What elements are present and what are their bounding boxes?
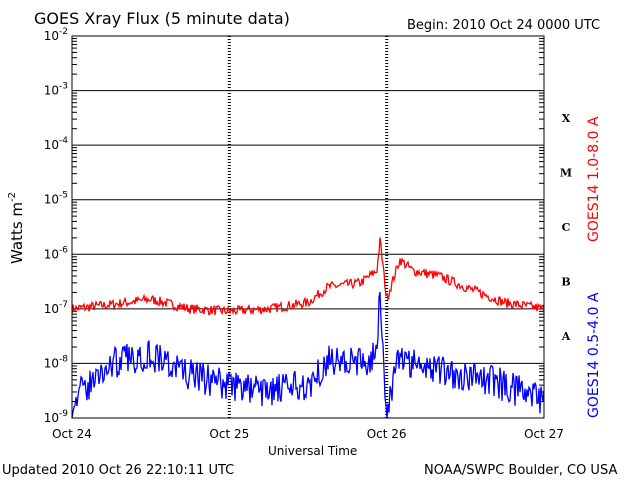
- x-tick-label: Oct 27: [524, 427, 564, 441]
- y-tick-label: 10-8: [44, 354, 69, 370]
- y-tick-base: 10: [44, 356, 59, 370]
- y-tick-label: 10-4: [44, 136, 69, 152]
- y-tick-base: 10: [44, 193, 59, 207]
- y-tick-exp: -2: [59, 27, 68, 37]
- legend-blue: GOES14 0.5-4.0 A: [586, 292, 602, 418]
- flare-class-labels: A B C M X: [560, 112, 572, 343]
- flare-class-m: M: [560, 166, 572, 179]
- y-tick-base: 10: [44, 84, 59, 98]
- y-axis-title-sup: -2: [7, 192, 18, 202]
- x-tick-label: Oct 25: [209, 427, 249, 441]
- x-tick-label: Oct 24: [52, 427, 92, 441]
- y-tick-label: 10-9: [44, 409, 69, 425]
- legend-blue-label: GOES14 0.5-4.0 A: [586, 292, 602, 418]
- y-tick-exp: -3: [59, 82, 68, 92]
- flare-class-b: B: [561, 276, 570, 289]
- chart-title: GOES Xray Flux (5 minute data): [34, 9, 290, 28]
- svg-text:Watts m-2: Watts m-2: [7, 192, 26, 264]
- y-tick-exp: -6: [59, 245, 68, 255]
- y-axis-labels: 10-910-810-710-610-510-410-310-2: [44, 27, 69, 425]
- legend-red-label: GOES14 1.0-8.0 A: [586, 116, 602, 242]
- y-tick-base: 10: [44, 302, 59, 316]
- y-tick-exp: -9: [59, 409, 68, 419]
- y-tick-exp: -7: [59, 300, 68, 310]
- y-tick-label: 10-3: [44, 82, 68, 98]
- y-tick-label: 10-5: [44, 191, 68, 207]
- x-axis-labels: Oct 24 Oct 25 Oct 26 Oct 27: [52, 427, 564, 441]
- series-line-long: [71, 237, 545, 316]
- y-tick-exp: -4: [59, 136, 68, 146]
- y-tick-label: 10-6: [44, 245, 69, 261]
- y-tick-base: 10: [44, 411, 59, 425]
- series-lines: [71, 237, 545, 419]
- series-line-short: [71, 291, 545, 419]
- legend-red: GOES14 1.0-8.0 A: [586, 116, 602, 242]
- y-tick-exp: -5: [59, 191, 68, 201]
- grid-lines: [72, 36, 544, 418]
- flare-class-c: C: [562, 221, 571, 234]
- plot-frame: [71, 35, 545, 419]
- begin-date: Begin: 2010 Oct 24 0000 UTC: [407, 18, 600, 33]
- y-tick-label: 10-7: [44, 300, 68, 316]
- credit-label: NOAA/SWPC Boulder, CO USA: [424, 463, 617, 478]
- x-tick-label: Oct 26: [367, 427, 407, 441]
- y-tick-label: 10-2: [44, 27, 68, 43]
- flare-class-x: X: [562, 112, 571, 125]
- y-axis-title-text: Watts m: [8, 202, 26, 264]
- flare-class-a: A: [561, 330, 571, 343]
- y-axis-title: Watts m-2: [7, 192, 26, 264]
- x-axis-title: Universal Time: [268, 444, 357, 458]
- y-tick-base: 10: [44, 29, 59, 43]
- y-tick-base: 10: [44, 247, 59, 261]
- y-tick-base: 10: [44, 138, 59, 152]
- updated-timestamp: Updated 2010 Oct 26 22:10:11 UTC: [2, 463, 234, 478]
- y-tick-exp: -8: [59, 354, 68, 364]
